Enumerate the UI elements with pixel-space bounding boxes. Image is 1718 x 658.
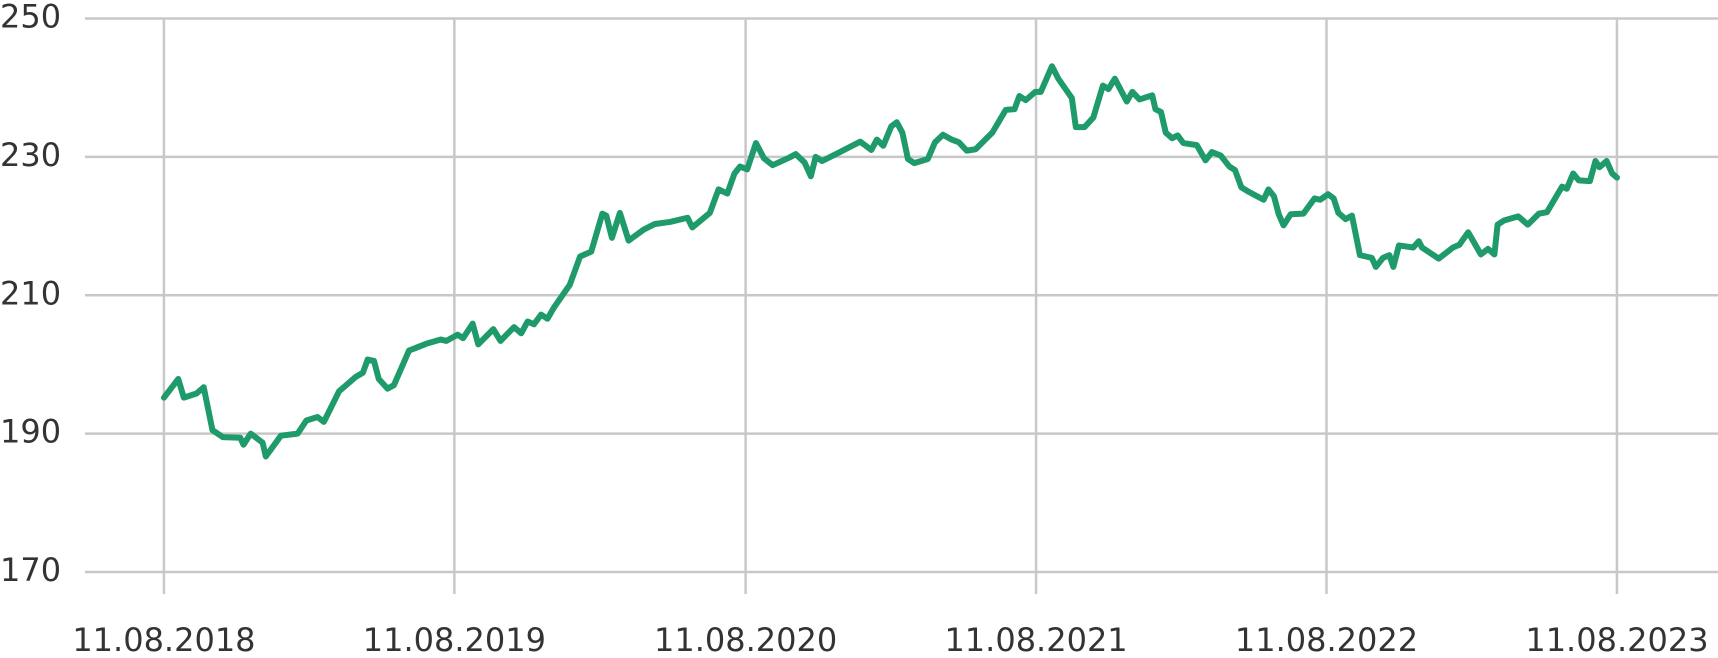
y-tick-label: 250: [0, 0, 61, 36]
x-tick-label: 11.08.2020: [654, 621, 837, 658]
y-tick-label: 230: [0, 136, 61, 174]
x-tick-label: 11.08.2022: [1235, 621, 1418, 658]
y-tick-label: 190: [0, 413, 61, 451]
x-tick-label: 11.08.2021: [944, 621, 1127, 658]
y-tick-label: 170: [0, 551, 61, 589]
x-tick-label: 11.08.2023: [1525, 621, 1708, 658]
x-tick-label: 11.08.2018: [72, 621, 255, 658]
series-line: [160, 63, 1620, 460]
x-tick-label: 11.08.2019: [363, 621, 546, 658]
y-tick-label: 210: [0, 274, 61, 312]
